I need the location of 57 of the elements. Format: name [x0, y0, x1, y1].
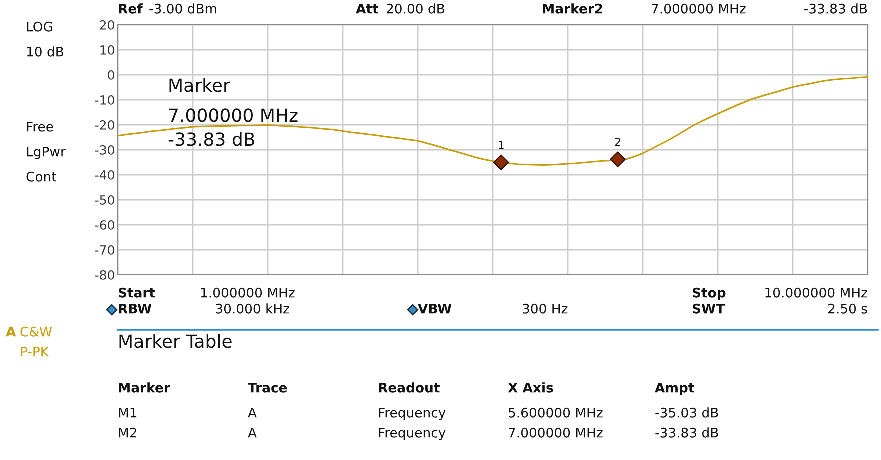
- text: -3.00 dBm: [150, 4, 216, 14]
- text: Frequency: [379, 408, 446, 420]
- text: RBW: [119, 304, 152, 314]
- text: -33.83 dB: [656, 428, 718, 438]
- y-tick-label: 10: [100, 45, 114, 55]
- text: SWT: [692, 304, 725, 314]
- text: A: [248, 408, 257, 418]
- text: 20.00 dB: [386, 4, 444, 14]
- text: Cont: [26, 172, 57, 182]
- text: Frequency: [379, 428, 446, 440]
- text: Ampt: [655, 383, 694, 396]
- text: Trace: [248, 383, 288, 393]
- text: LOG: [27, 22, 52, 32]
- annotation: Marker: [170, 78, 230, 92]
- annotation: -33.83 dB: [168, 132, 255, 146]
- y-tick-label: -30: [95, 145, 114, 155]
- annotation: 7.000000 MHz: [169, 108, 298, 122]
- y-tick-label: 0: [108, 70, 114, 80]
- text: 10.000000 MHz: [766, 288, 868, 298]
- text: X Axis: [508, 382, 554, 393]
- y-tick-label: 20: [100, 20, 114, 30]
- text: Att: [356, 4, 379, 14]
- text: M1: [119, 408, 137, 418]
- text: Start: [118, 288, 156, 298]
- text: 5.600000 MHz: [509, 408, 603, 418]
- text: M2: [119, 428, 136, 438]
- y-tick-label: -20: [95, 120, 114, 130]
- text: Free: [27, 122, 54, 132]
- text: Readout: [379, 382, 440, 393]
- y-tick-label: -40: [95, 170, 114, 180]
- text: Marker: [119, 382, 170, 393]
- text: Marker2: [543, 4, 602, 14]
- y-tick-label: -80: [95, 270, 114, 280]
- text: 30.000 kHz: [216, 304, 290, 314]
- text: C&W: [20, 326, 52, 337]
- text: A: [248, 428, 257, 438]
- text: -33.83 dB: [804, 4, 868, 14]
- annotation: 1: [499, 141, 504, 150]
- text: 2.50 s: [828, 304, 868, 314]
- text: 300 Hz: [523, 304, 568, 314]
- text: LgPwr: [27, 147, 66, 160]
- text: 10 dB: [27, 46, 64, 57]
- text: Marker Table: [120, 334, 232, 348]
- y-tick-label: -70: [95, 245, 114, 255]
- text: VBW: [418, 304, 452, 314]
- text: Stop: [692, 288, 726, 300]
- y-tick-label: -10: [95, 95, 114, 105]
- text: -35.03 dB: [656, 408, 718, 418]
- text: Ref: [119, 4, 143, 14]
- y-tick-label: -50: [95, 195, 114, 205]
- text: P-PK: [21, 347, 50, 357]
- text: 1.000000 MHz: [201, 288, 295, 298]
- text: 7.000000 MHz: [509, 428, 603, 438]
- text: 7.000000 MHz: [652, 4, 746, 14]
- text: A: [6, 327, 16, 337]
- y-tick-label: -60: [95, 220, 114, 230]
- annotation: 2: [615, 138, 620, 146]
